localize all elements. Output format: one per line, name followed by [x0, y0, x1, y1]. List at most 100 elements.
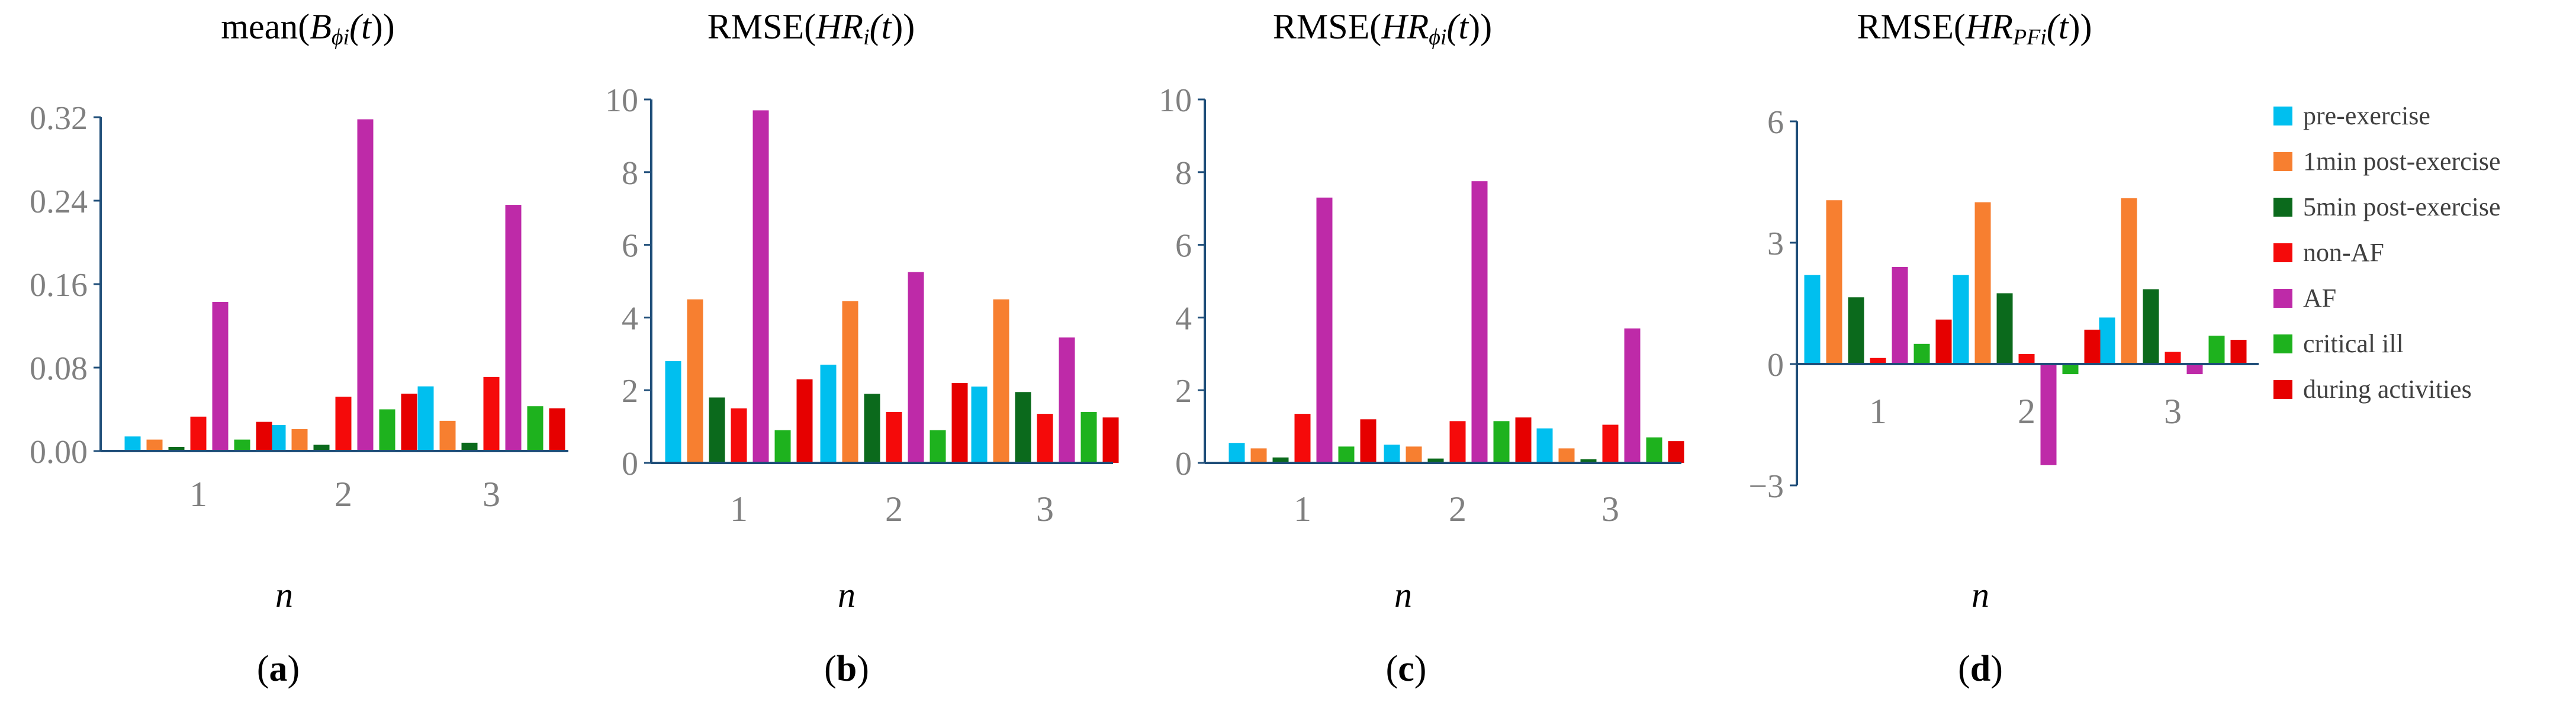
x-tick-label: 3: [1036, 490, 1054, 529]
panel-label: (a): [257, 649, 300, 689]
bar-non-af-n3: [1037, 414, 1053, 463]
bar-during-activities-n2: [401, 394, 417, 451]
bar-during-activities-n3: [1102, 417, 1119, 463]
bar-af-n2: [1471, 181, 1488, 463]
bar-1min-post-exercise-n1: [146, 439, 163, 451]
bar-critical-ill-n1: [234, 439, 250, 451]
bar-critical-ill-n3: [1080, 412, 1097, 463]
legend-swatch: [2273, 198, 2292, 217]
x-tick-label: 2: [335, 475, 352, 514]
bar-non-af-n1: [190, 416, 207, 451]
bar-af-n1: [752, 110, 769, 463]
y-tick-label: 0.24: [30, 184, 88, 220]
bar-pre-exercise-n2: [1384, 445, 1400, 463]
bar-non-af-n3: [1602, 424, 1619, 463]
bar-1min-post-exercise-n2: [1406, 446, 1422, 463]
bar-critical-ill-n3: [2208, 336, 2225, 364]
bar-5min-post-exercise-n3: [2143, 289, 2159, 364]
bar-during-activities-n1: [1935, 319, 1952, 364]
x-tick-label: 1: [1869, 392, 1887, 431]
x-axis-label: n: [275, 575, 293, 614]
bar-pre-exercise-n2: [820, 365, 837, 463]
bar-1min-post-exercise-n3: [993, 299, 1009, 463]
bar-critical-ill-n2: [930, 430, 946, 463]
bar-1min-post-exercise-n1: [687, 299, 703, 463]
y-tick-label: 2: [1175, 373, 1192, 410]
bar-5min-post-exercise-n2: [313, 445, 330, 451]
bar-critical-ill-n1: [1913, 343, 1930, 364]
bar-1min-post-exercise-n2: [1974, 202, 1991, 364]
bar-non-af-n1: [1294, 414, 1311, 463]
legend-swatch: [2273, 289, 2292, 308]
bar-pre-exercise-n3: [1536, 428, 1553, 463]
bar-during-activities-n1: [1360, 419, 1377, 463]
bar-af-n3: [1059, 337, 1075, 463]
bar-non-af-n3: [483, 376, 500, 451]
bar-af-n1: [212, 301, 229, 451]
bar-pre-exercise-n3: [971, 387, 988, 463]
bar-1min-post-exercise-n3: [2121, 198, 2137, 364]
y-tick-label: 2: [622, 373, 638, 410]
y-tick-label: 10: [605, 82, 638, 119]
bar-non-af-n3: [2165, 352, 2181, 364]
y-tick-label: 0: [622, 446, 638, 482]
bar-af-n2: [2040, 364, 2057, 465]
bar-non-af-n2: [335, 397, 352, 451]
bar-critical-ill-n3: [1646, 437, 1662, 463]
bar-5min-post-exercise-n1: [1272, 457, 1289, 463]
legend: pre-exercise 1min post-exercise 5min post-…: [2273, 101, 2501, 404]
bar-5min-post-exercise-n2: [1996, 293, 2013, 364]
bar-during-activities-n1: [796, 379, 813, 463]
y-tick-label: 3: [1767, 226, 1784, 262]
bar-pre-exercise-n1: [1228, 443, 1245, 463]
bar-critical-ill-n1: [1338, 446, 1355, 463]
bar-during-activities-n2: [1515, 417, 1532, 463]
x-tick-label: 1: [189, 475, 207, 514]
legend-swatch: [2273, 243, 2292, 262]
bar-pre-exercise-n1: [665, 361, 681, 463]
bar-pre-exercise-n3: [2099, 317, 2115, 364]
y-tick-label: 6: [1767, 104, 1784, 141]
y-tick-label: 6: [622, 228, 638, 265]
bar-5min-post-exercise-n1: [709, 397, 725, 463]
x-tick-label: 1: [730, 490, 748, 529]
chart-panel-d: RMSE(HRPFi(t)) −3 0 3 6 1 2 3 n (d): [1748, 7, 2259, 689]
bar-non-af-n2: [1449, 421, 1466, 463]
bar-pre-exercise-n1: [124, 436, 141, 451]
chart-title: RMSE(HRPFi(t)): [1857, 7, 2092, 50]
legend-label: 1min post-exercise: [2303, 147, 2501, 176]
y-tick-label: 4: [622, 300, 638, 337]
chart-title: RMSE(HRϕi(t)): [1273, 7, 1492, 50]
bar-non-af-n2: [886, 412, 902, 463]
bar-during-activities-n3: [549, 408, 565, 451]
bar-5min-post-exercise-n2: [1427, 458, 1444, 463]
bar-1min-post-exercise-n3: [439, 420, 456, 451]
bar-1min-post-exercise-n1: [1250, 448, 1267, 463]
bar-5min-post-exercise-n1: [168, 446, 185, 451]
panel-label: (c): [1386, 649, 1427, 689]
bar-critical-ill-n2: [1493, 421, 1510, 463]
y-tick-label: 6: [1175, 228, 1192, 265]
x-axis-label: n: [1394, 575, 1412, 614]
x-axis-label: n: [838, 575, 856, 614]
y-tick-label: 0: [1767, 347, 1784, 384]
panel-label: (b): [824, 649, 869, 689]
bar-pre-exercise-n2: [269, 424, 286, 451]
bar-during-activities-n2: [2084, 329, 2101, 364]
bar-5min-post-exercise-n3: [1580, 459, 1597, 463]
y-tick-label: 0.16: [30, 267, 88, 304]
bar-5min-post-exercise-n1: [1848, 297, 1864, 364]
y-tick-label: 0.32: [30, 100, 88, 137]
y-tick-label: 0: [1175, 446, 1192, 482]
legend-label: pre-exercise: [2303, 101, 2430, 130]
legend-label: non-AF: [2303, 238, 2384, 267]
bar-1min-post-exercise-n1: [1826, 200, 1842, 364]
bar-during-activities-n3: [1668, 441, 1684, 463]
bar-pre-exercise-n3: [417, 386, 434, 451]
bar-af-n1: [1316, 197, 1333, 463]
bar-during-activities-n1: [256, 421, 272, 451]
legend-label: during activities: [2303, 375, 2472, 404]
bar-critical-ill-n3: [527, 406, 543, 451]
legend-swatch: [2273, 334, 2292, 353]
